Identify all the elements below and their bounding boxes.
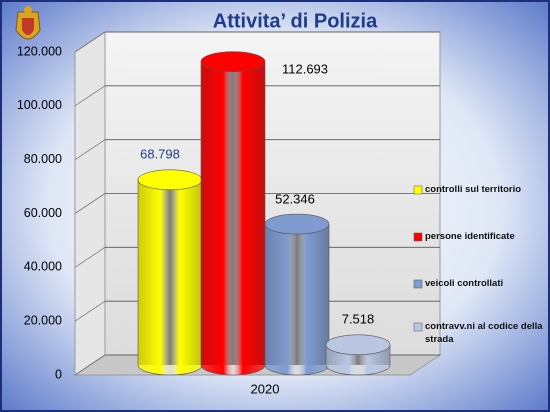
grid-line-side — [74, 354, 106, 376]
legend-item: persone identificate — [425, 231, 515, 242]
y-tick-label: 120.000 — [17, 44, 62, 58]
x-tick-label: 2020 — [251, 381, 280, 396]
bar — [264, 223, 330, 376]
grid-line-side — [74, 247, 106, 268]
emblem — [15, 6, 41, 40]
legend-label: veicoli controllati — [425, 278, 504, 289]
y-tick-label: 40.000 — [24, 260, 62, 274]
cylinder — [137, 169, 203, 376]
y-tick-label: 60.000 — [24, 206, 62, 220]
bar-top — [200, 51, 266, 72]
cylinder — [200, 51, 266, 376]
bar — [137, 179, 203, 376]
value-label: 7.518 — [342, 311, 375, 326]
grid-line-side — [74, 85, 106, 107]
y-tick-label: 80.000 — [24, 152, 62, 166]
grid-line-side — [74, 139, 106, 160]
bar-top — [325, 334, 391, 356]
cylinder — [325, 334, 391, 376]
y-tick-label: 0 — [55, 367, 62, 381]
legend-label: persone identificate — [425, 231, 515, 242]
grid-line-side — [74, 300, 106, 322]
legend-item: controlli sul territorio — [425, 184, 522, 195]
y-tick-label: 20.000 — [24, 313, 62, 327]
legend-item: contravv.ni al codice della strada — [425, 321, 543, 345]
grid-line-side — [74, 31, 106, 53]
bar-top — [264, 213, 330, 235]
bar — [200, 61, 266, 376]
legend-swatch — [413, 322, 423, 332]
legend-label: contravv.ni al codice della strada — [425, 321, 543, 345]
legend-swatch — [413, 279, 423, 289]
legend-label: controlli sul territorio — [425, 184, 522, 195]
value-label: 52.346 — [275, 191, 315, 206]
legend-swatch — [413, 232, 423, 242]
legend-swatch — [413, 185, 423, 195]
legend-item: veicoli controllati — [425, 278, 504, 289]
y-tick-label: 100.000 — [17, 98, 62, 112]
value-label: 68.798 — [140, 146, 180, 161]
chart-title: Attivita’ di Polizia — [213, 10, 378, 32]
value-label: 112.693 — [282, 61, 328, 76]
bar-top — [137, 169, 203, 191]
cylinder — [264, 213, 330, 376]
grid-line-side — [74, 193, 106, 214]
